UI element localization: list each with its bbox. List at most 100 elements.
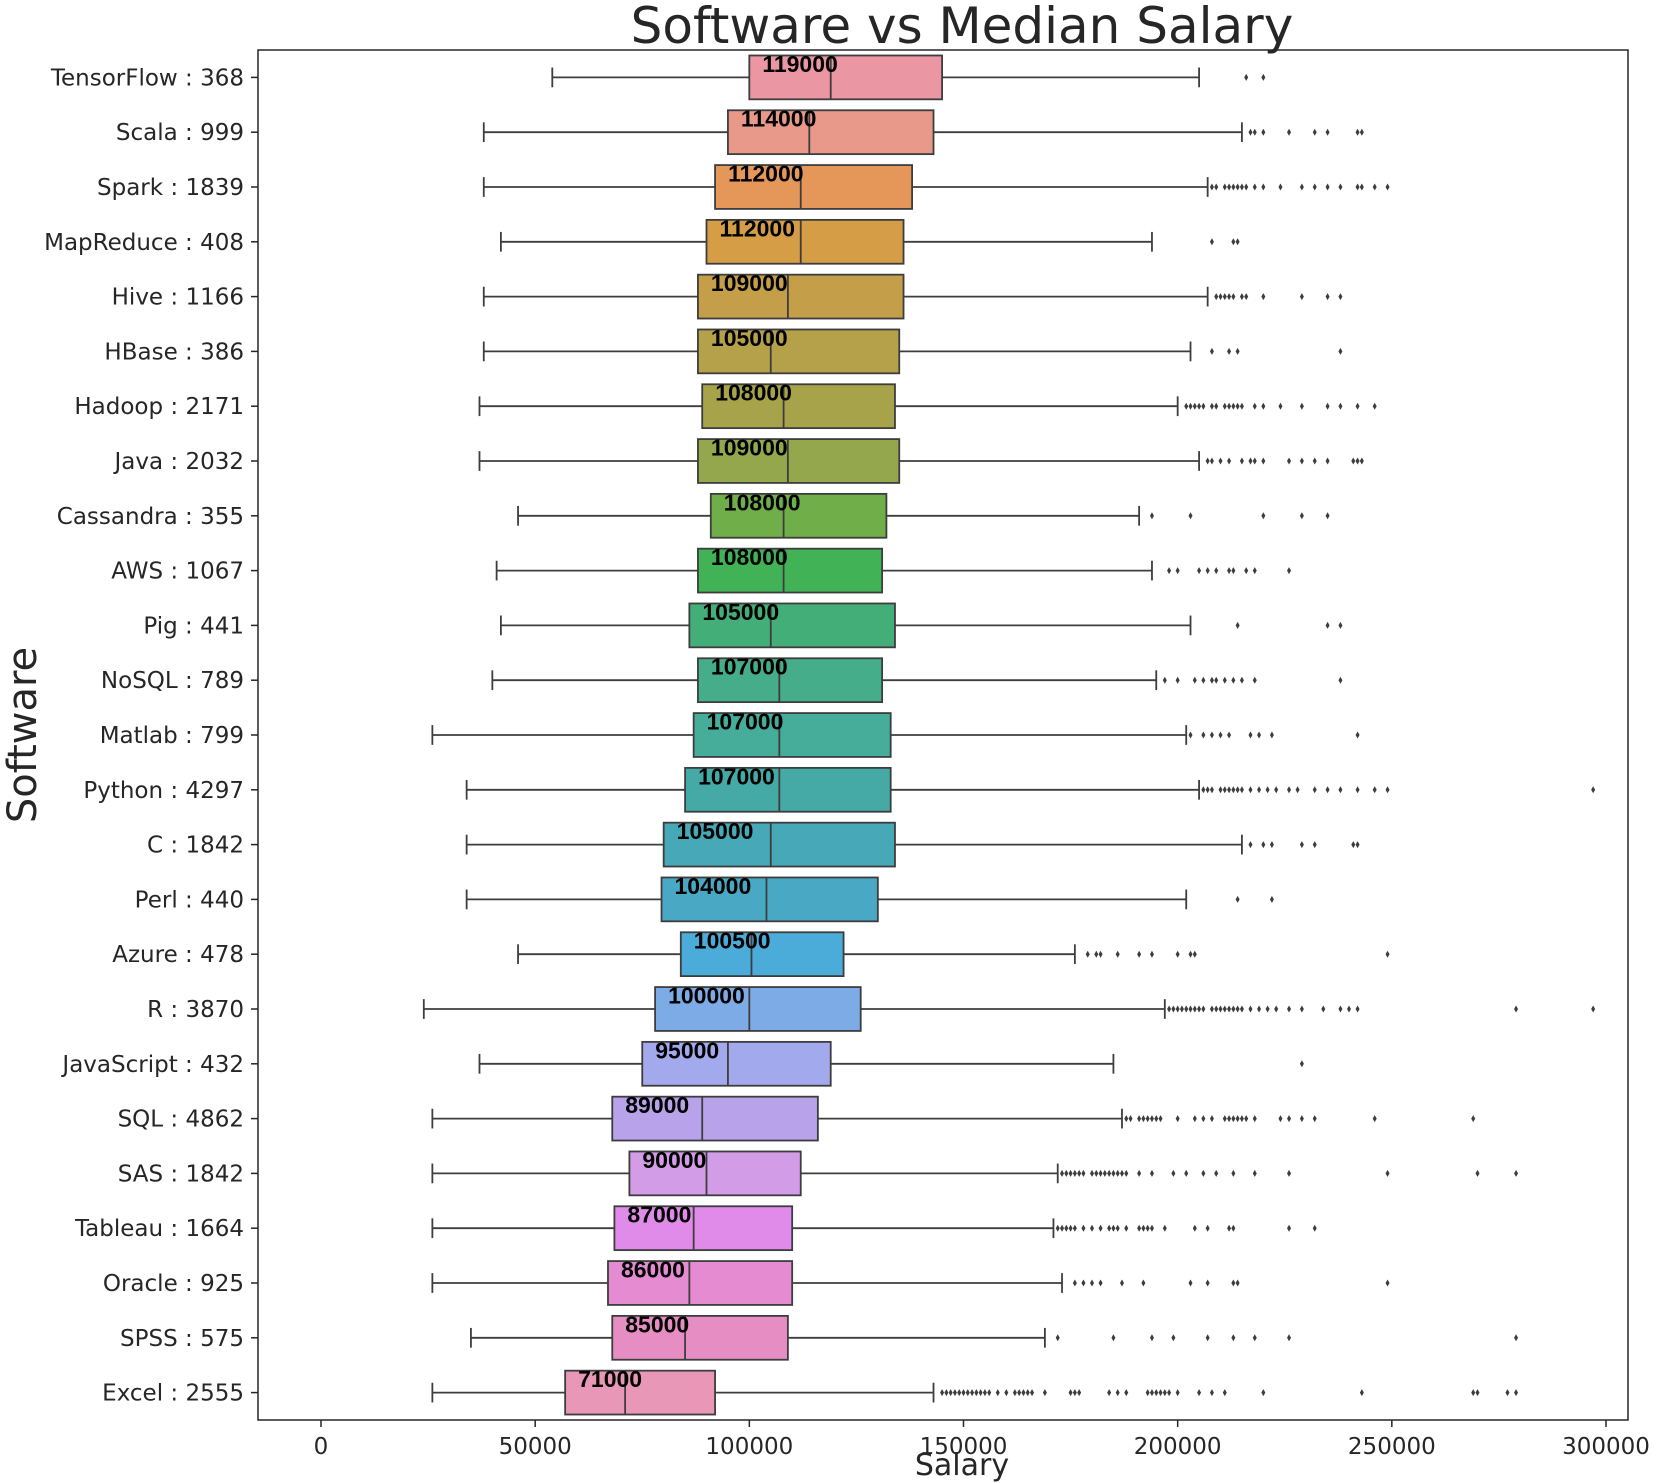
outlier-point [1124, 1115, 1129, 1123]
median-value-label: 107000 [698, 763, 775, 789]
outlier-point [1252, 567, 1257, 575]
outlier-point [1372, 786, 1377, 794]
box-group: 109000 [482, 270, 1343, 320]
outlier-point [1235, 183, 1240, 191]
median-value-label: 95000 [655, 1037, 719, 1063]
outlier-point [1325, 128, 1330, 136]
x-axis: 0 50000 100000 150000 200000 250000 300000 [314, 1420, 1650, 1460]
outlier-point [1141, 1115, 1146, 1123]
outlier-point [1124, 1224, 1129, 1232]
outlier-point [1154, 1115, 1159, 1123]
outlier-point [1235, 1279, 1240, 1287]
box-group: 107000 [465, 763, 1596, 813]
outlier-point [1188, 1279, 1193, 1287]
outlier-point [1372, 183, 1377, 191]
outlier-point [1107, 1169, 1112, 1177]
outlier-point [1261, 1389, 1266, 1397]
outlier-point [1004, 1389, 1009, 1397]
outlier-point [1145, 1115, 1150, 1123]
y-tick-label: Hive : 1166 [112, 285, 244, 311]
outlier-point [1124, 1169, 1129, 1177]
outlier-point [1222, 1115, 1227, 1123]
median-value-label: 71000 [578, 1366, 642, 1392]
outlier-point [1265, 1005, 1270, 1013]
outlier-point [1162, 676, 1167, 684]
outlier-point [1205, 1224, 1210, 1232]
outlier-point [940, 1389, 945, 1397]
outlier-point [1239, 1115, 1244, 1123]
outlier-point [1355, 128, 1360, 136]
outlier-point [1227, 293, 1232, 301]
x-tick-label: 200000 [1134, 1434, 1222, 1460]
y-tick-label: HBase : 386 [104, 339, 244, 365]
outlier-point [1042, 1389, 1047, 1397]
outlier-point [1209, 183, 1214, 191]
outlier-point [982, 1389, 987, 1397]
outlier-point [1235, 1005, 1240, 1013]
iqr-box [641, 1040, 832, 1087]
outlier-point [1355, 402, 1360, 410]
outlier-point [1385, 183, 1390, 191]
outlier-point [1312, 457, 1317, 465]
median-value-label: 100000 [668, 983, 745, 1009]
outlier-point [1115, 1389, 1120, 1397]
outlier-point [1244, 293, 1249, 301]
median-value-label: 100500 [694, 928, 771, 954]
median-value-label: 90000 [642, 1147, 706, 1173]
outlier-point [1299, 1005, 1304, 1013]
outlier-point [1175, 567, 1180, 575]
outlier-point [1188, 950, 1193, 958]
outlier-point [1248, 457, 1253, 465]
outlier-point [1287, 567, 1292, 575]
outlier-point [1098, 1224, 1103, 1232]
outlier-point [1338, 183, 1343, 191]
outlier-point [1115, 1224, 1120, 1232]
box-group: 71000 [431, 1366, 1519, 1416]
outlier-point [1325, 786, 1330, 794]
y-tick-label: SPSS : 575 [120, 1326, 244, 1352]
outlier-point [1158, 1115, 1163, 1123]
outlier-point [1265, 786, 1270, 794]
y-tick-label: Python : 4297 [83, 778, 244, 804]
outlier-point [1299, 1060, 1304, 1068]
outlier-point [1222, 1389, 1227, 1397]
outlier-point [1081, 1224, 1086, 1232]
outlier-point [1231, 1005, 1236, 1013]
outlier-point [1261, 128, 1266, 136]
iqr-box [611, 1095, 819, 1142]
median-value-label: 107000 [711, 654, 788, 680]
outlier-point [1351, 841, 1356, 849]
outlier-point [1252, 1169, 1257, 1177]
outlier-point [1299, 1115, 1304, 1123]
outlier-point [1205, 1334, 1210, 1342]
outlier-point [1192, 1115, 1197, 1123]
outlier-point [1098, 1279, 1103, 1287]
iqr-box [714, 164, 913, 210]
outlier-point [965, 1389, 970, 1397]
outlier-point [1257, 731, 1262, 739]
outlier-point [1325, 512, 1330, 520]
outlier-point [1248, 128, 1253, 136]
outlier-point [1072, 1169, 1077, 1177]
median-value-label: 107000 [707, 709, 784, 735]
outlier-point [1060, 1169, 1065, 1177]
outlier-point [1055, 1334, 1060, 1342]
outlier-point [957, 1389, 962, 1397]
outlier-point [1231, 1279, 1236, 1287]
outlier-point [1209, 457, 1214, 465]
outlier-point [1145, 1224, 1150, 1232]
box-group: 86000 [431, 1257, 1390, 1306]
outlier-point [1227, 731, 1232, 739]
iqr-box [697, 657, 884, 704]
outlier-point [1261, 402, 1266, 410]
y-axis-label: Software [0, 647, 46, 823]
outlier-point [1325, 293, 1330, 301]
outlier-point [1222, 786, 1227, 794]
y-tick-label: AWS : 1067 [111, 559, 244, 585]
outlier-point [1214, 293, 1219, 301]
outlier-point [1261, 512, 1266, 520]
outlier-point [1244, 183, 1249, 191]
outlier-point [1179, 1005, 1184, 1013]
outlier-point [1248, 841, 1253, 849]
median-value-label: 119000 [762, 51, 837, 77]
